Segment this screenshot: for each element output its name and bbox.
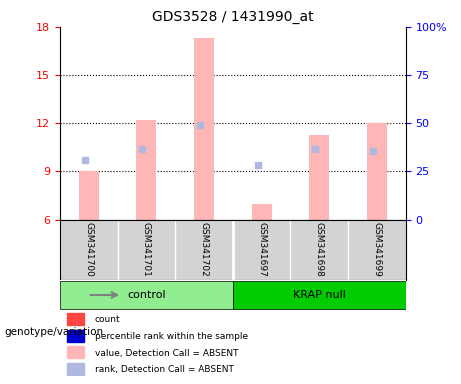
Bar — [252, 204, 272, 220]
Bar — [67, 313, 84, 325]
Bar — [67, 346, 84, 358]
FancyBboxPatch shape — [60, 281, 233, 308]
Text: count: count — [95, 316, 120, 324]
Text: GSM341702: GSM341702 — [200, 222, 208, 277]
Text: genotype/variation: genotype/variation — [5, 327, 104, 337]
Title: GDS3528 / 1431990_at: GDS3528 / 1431990_at — [152, 10, 313, 25]
Bar — [67, 363, 84, 375]
Bar — [136, 120, 156, 220]
Text: value, Detection Call = ABSENT: value, Detection Call = ABSENT — [95, 349, 238, 358]
Bar — [194, 38, 214, 220]
Text: control: control — [127, 290, 165, 300]
Text: KRAP null: KRAP null — [293, 290, 346, 300]
FancyBboxPatch shape — [233, 281, 406, 308]
Bar — [79, 172, 99, 220]
Text: GSM341700: GSM341700 — [84, 222, 93, 277]
Text: rank, Detection Call = ABSENT: rank, Detection Call = ABSENT — [95, 365, 233, 374]
Text: percentile rank within the sample: percentile rank within the sample — [95, 332, 248, 341]
Bar — [309, 134, 329, 220]
Text: GSM341701: GSM341701 — [142, 222, 151, 277]
Bar — [67, 330, 84, 342]
Text: GSM341698: GSM341698 — [315, 222, 324, 277]
Text: GSM341699: GSM341699 — [372, 222, 381, 277]
Text: GSM341697: GSM341697 — [257, 222, 266, 277]
Bar — [367, 123, 387, 220]
